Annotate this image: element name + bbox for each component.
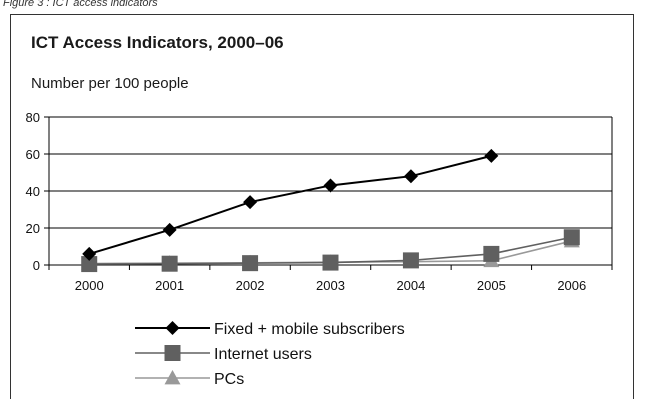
legend-label: Fixed + mobile subscribers: [214, 321, 405, 338]
y-tick-label: 40: [26, 184, 40, 199]
y-tick-label: 20: [26, 221, 40, 236]
data-point: [81, 256, 98, 273]
x-tick-label: 2006: [557, 278, 586, 293]
data-point: [82, 246, 97, 261]
x-tick-label: 2001: [155, 278, 184, 293]
chart-subtitle: Number per 100 people: [31, 75, 189, 92]
series-line: [88, 154, 492, 255]
data-point: [243, 195, 258, 210]
legend-marker: [165, 321, 180, 335]
legend-label: Internet users: [214, 346, 312, 363]
legend-marker: [164, 345, 181, 361]
axes: 0 20 40 60 80 2000 2001 2002 2003 2004 2005 2006: [26, 110, 613, 293]
series-lines: [81, 148, 580, 273]
data-point: [162, 222, 177, 237]
data-point: [323, 178, 338, 193]
chart-title: ICT Access Indicators, 2000–06: [31, 33, 284, 52]
y-tick-label: 80: [26, 110, 40, 125]
legend: Fixed + mobile subscribers Internet users…: [135, 321, 405, 388]
figure-caption: Figure 3 : ICT access indicators: [3, 0, 158, 9]
chart-frame: [10, 14, 634, 399]
data-point: [484, 148, 499, 163]
legend-marker: [164, 370, 181, 385]
data-point: [563, 229, 580, 246]
data-point: [403, 169, 418, 184]
y-tick-label: 60: [26, 147, 40, 162]
x-tick-label: 2003: [316, 278, 345, 293]
data-point: [242, 255, 259, 272]
data-point: [322, 254, 339, 271]
x-tick-label: 2000: [75, 278, 104, 293]
x-tick-label: 2005: [477, 278, 506, 293]
x-tick-label: 2004: [396, 278, 425, 293]
data-point: [483, 245, 500, 262]
data-point: [161, 255, 178, 272]
y-tick-label: 0: [33, 258, 40, 273]
x-tick-label: 2002: [236, 278, 265, 293]
data-point: [402, 252, 419, 269]
legend-label: PCs: [214, 371, 244, 388]
